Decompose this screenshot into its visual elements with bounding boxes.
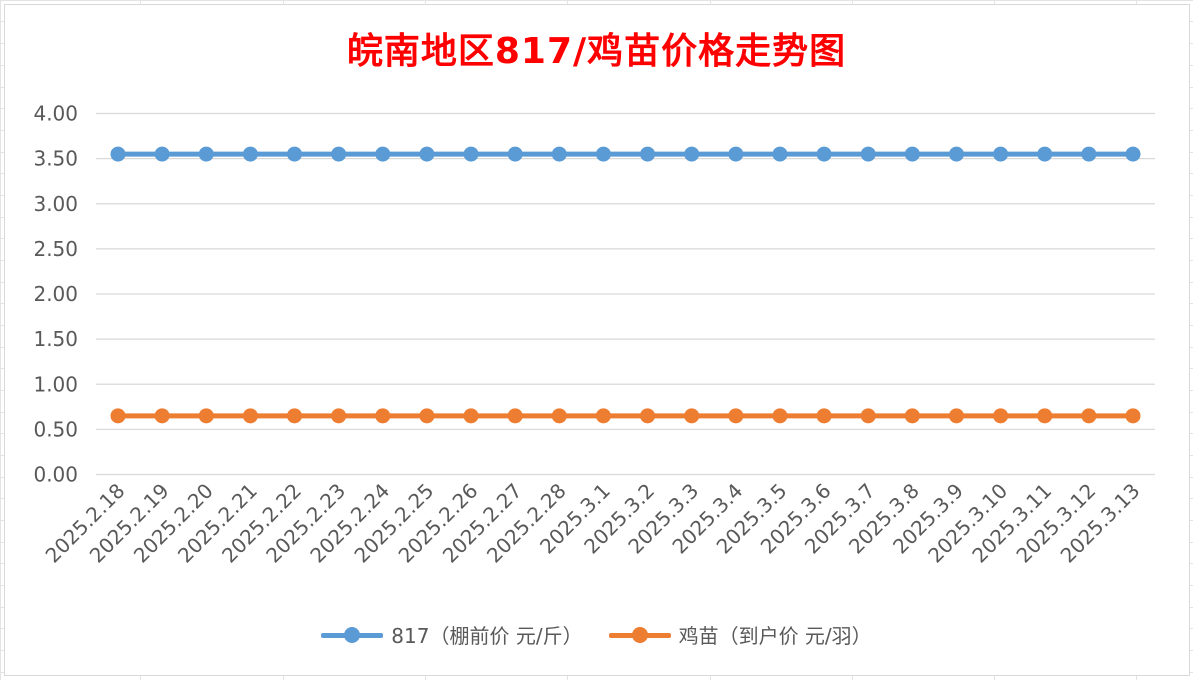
data-point-1[interactable]	[419, 408, 435, 424]
data-point-0[interactable]	[154, 146, 170, 162]
y-tick-label: 1.50	[33, 327, 78, 351]
data-point-0[interactable]	[816, 146, 832, 162]
data-point-1[interactable]	[1081, 408, 1097, 424]
data-point-0[interactable]	[419, 146, 435, 162]
y-tick-label: 1.00	[33, 372, 78, 396]
data-point-0[interactable]	[110, 146, 126, 162]
data-point-1[interactable]	[904, 408, 920, 424]
data-point-0[interactable]	[463, 146, 479, 162]
legend-item-chick[interactable]: 鸡苗（到户价 元/羽）	[608, 620, 872, 649]
data-point-0[interactable]	[904, 146, 920, 162]
legend: 817（棚前价 元/斤） 鸡苗（到户价 元/羽）	[0, 620, 1193, 649]
legend-label-817: 817（棚前价 元/斤）	[391, 624, 583, 648]
data-point-1[interactable]	[242, 408, 258, 424]
data-point-1[interactable]	[948, 408, 964, 424]
data-point-1[interactable]	[640, 408, 656, 424]
data-point-0[interactable]	[640, 146, 656, 162]
data-point-1[interactable]	[375, 408, 391, 424]
data-point-0[interactable]	[993, 146, 1009, 162]
data-point-1[interactable]	[551, 408, 567, 424]
data-point-1[interactable]	[331, 408, 347, 424]
legend-marker-chick	[631, 626, 648, 643]
data-point-0[interactable]	[1125, 146, 1141, 162]
data-point-0[interactable]	[772, 146, 788, 162]
data-point-1[interactable]	[1037, 408, 1053, 424]
legend-item-817[interactable]: 817（棚前价 元/斤）	[321, 620, 583, 649]
data-point-0[interactable]	[507, 146, 523, 162]
y-tick-label: 4.00	[33, 102, 78, 126]
y-tick-label: 0.50	[33, 417, 78, 441]
data-point-0[interactable]	[948, 146, 964, 162]
data-point-1[interactable]	[684, 408, 700, 424]
data-point-1[interactable]	[1125, 408, 1141, 424]
data-point-0[interactable]	[242, 146, 258, 162]
chart-area[interactable]	[4, 4, 1190, 676]
chart-title: 皖南地区817/鸡苗价格走势图	[346, 31, 847, 72]
data-point-1[interactable]	[287, 408, 303, 424]
data-point-0[interactable]	[595, 146, 611, 162]
data-point-1[interactable]	[772, 408, 788, 424]
data-point-1[interactable]	[463, 408, 479, 424]
data-point-1[interactable]	[154, 408, 170, 424]
data-point-0[interactable]	[728, 146, 744, 162]
data-point-0[interactable]	[684, 146, 700, 162]
data-point-1[interactable]	[816, 408, 832, 424]
legend-marker-817	[344, 626, 361, 643]
y-tick-label: 3.50	[33, 147, 78, 171]
data-point-1[interactable]	[595, 408, 611, 424]
data-point-1[interactable]	[110, 408, 126, 424]
data-point-1[interactable]	[198, 408, 214, 424]
y-tick-label: 0.00	[33, 463, 78, 487]
data-point-0[interactable]	[1081, 146, 1097, 162]
legend-swatch-817	[321, 625, 384, 645]
data-point-1[interactable]	[993, 408, 1009, 424]
data-point-0[interactable]	[860, 146, 876, 162]
y-tick-label: 3.00	[33, 192, 78, 216]
legend-label-chick: 鸡苗（到户价 元/羽）	[678, 624, 872, 648]
y-tick-label: 2.50	[33, 237, 78, 261]
y-tick-label: 2.00	[33, 282, 78, 306]
data-point-0[interactable]	[375, 146, 391, 162]
data-point-0[interactable]	[287, 146, 303, 162]
data-point-1[interactable]	[860, 408, 876, 424]
data-point-0[interactable]	[331, 146, 347, 162]
legend-swatch-chick	[608, 625, 671, 645]
data-point-0[interactable]	[198, 146, 214, 162]
data-point-0[interactable]	[1037, 146, 1053, 162]
data-point-0[interactable]	[551, 146, 567, 162]
data-point-1[interactable]	[728, 408, 744, 424]
data-point-1[interactable]	[507, 408, 523, 424]
